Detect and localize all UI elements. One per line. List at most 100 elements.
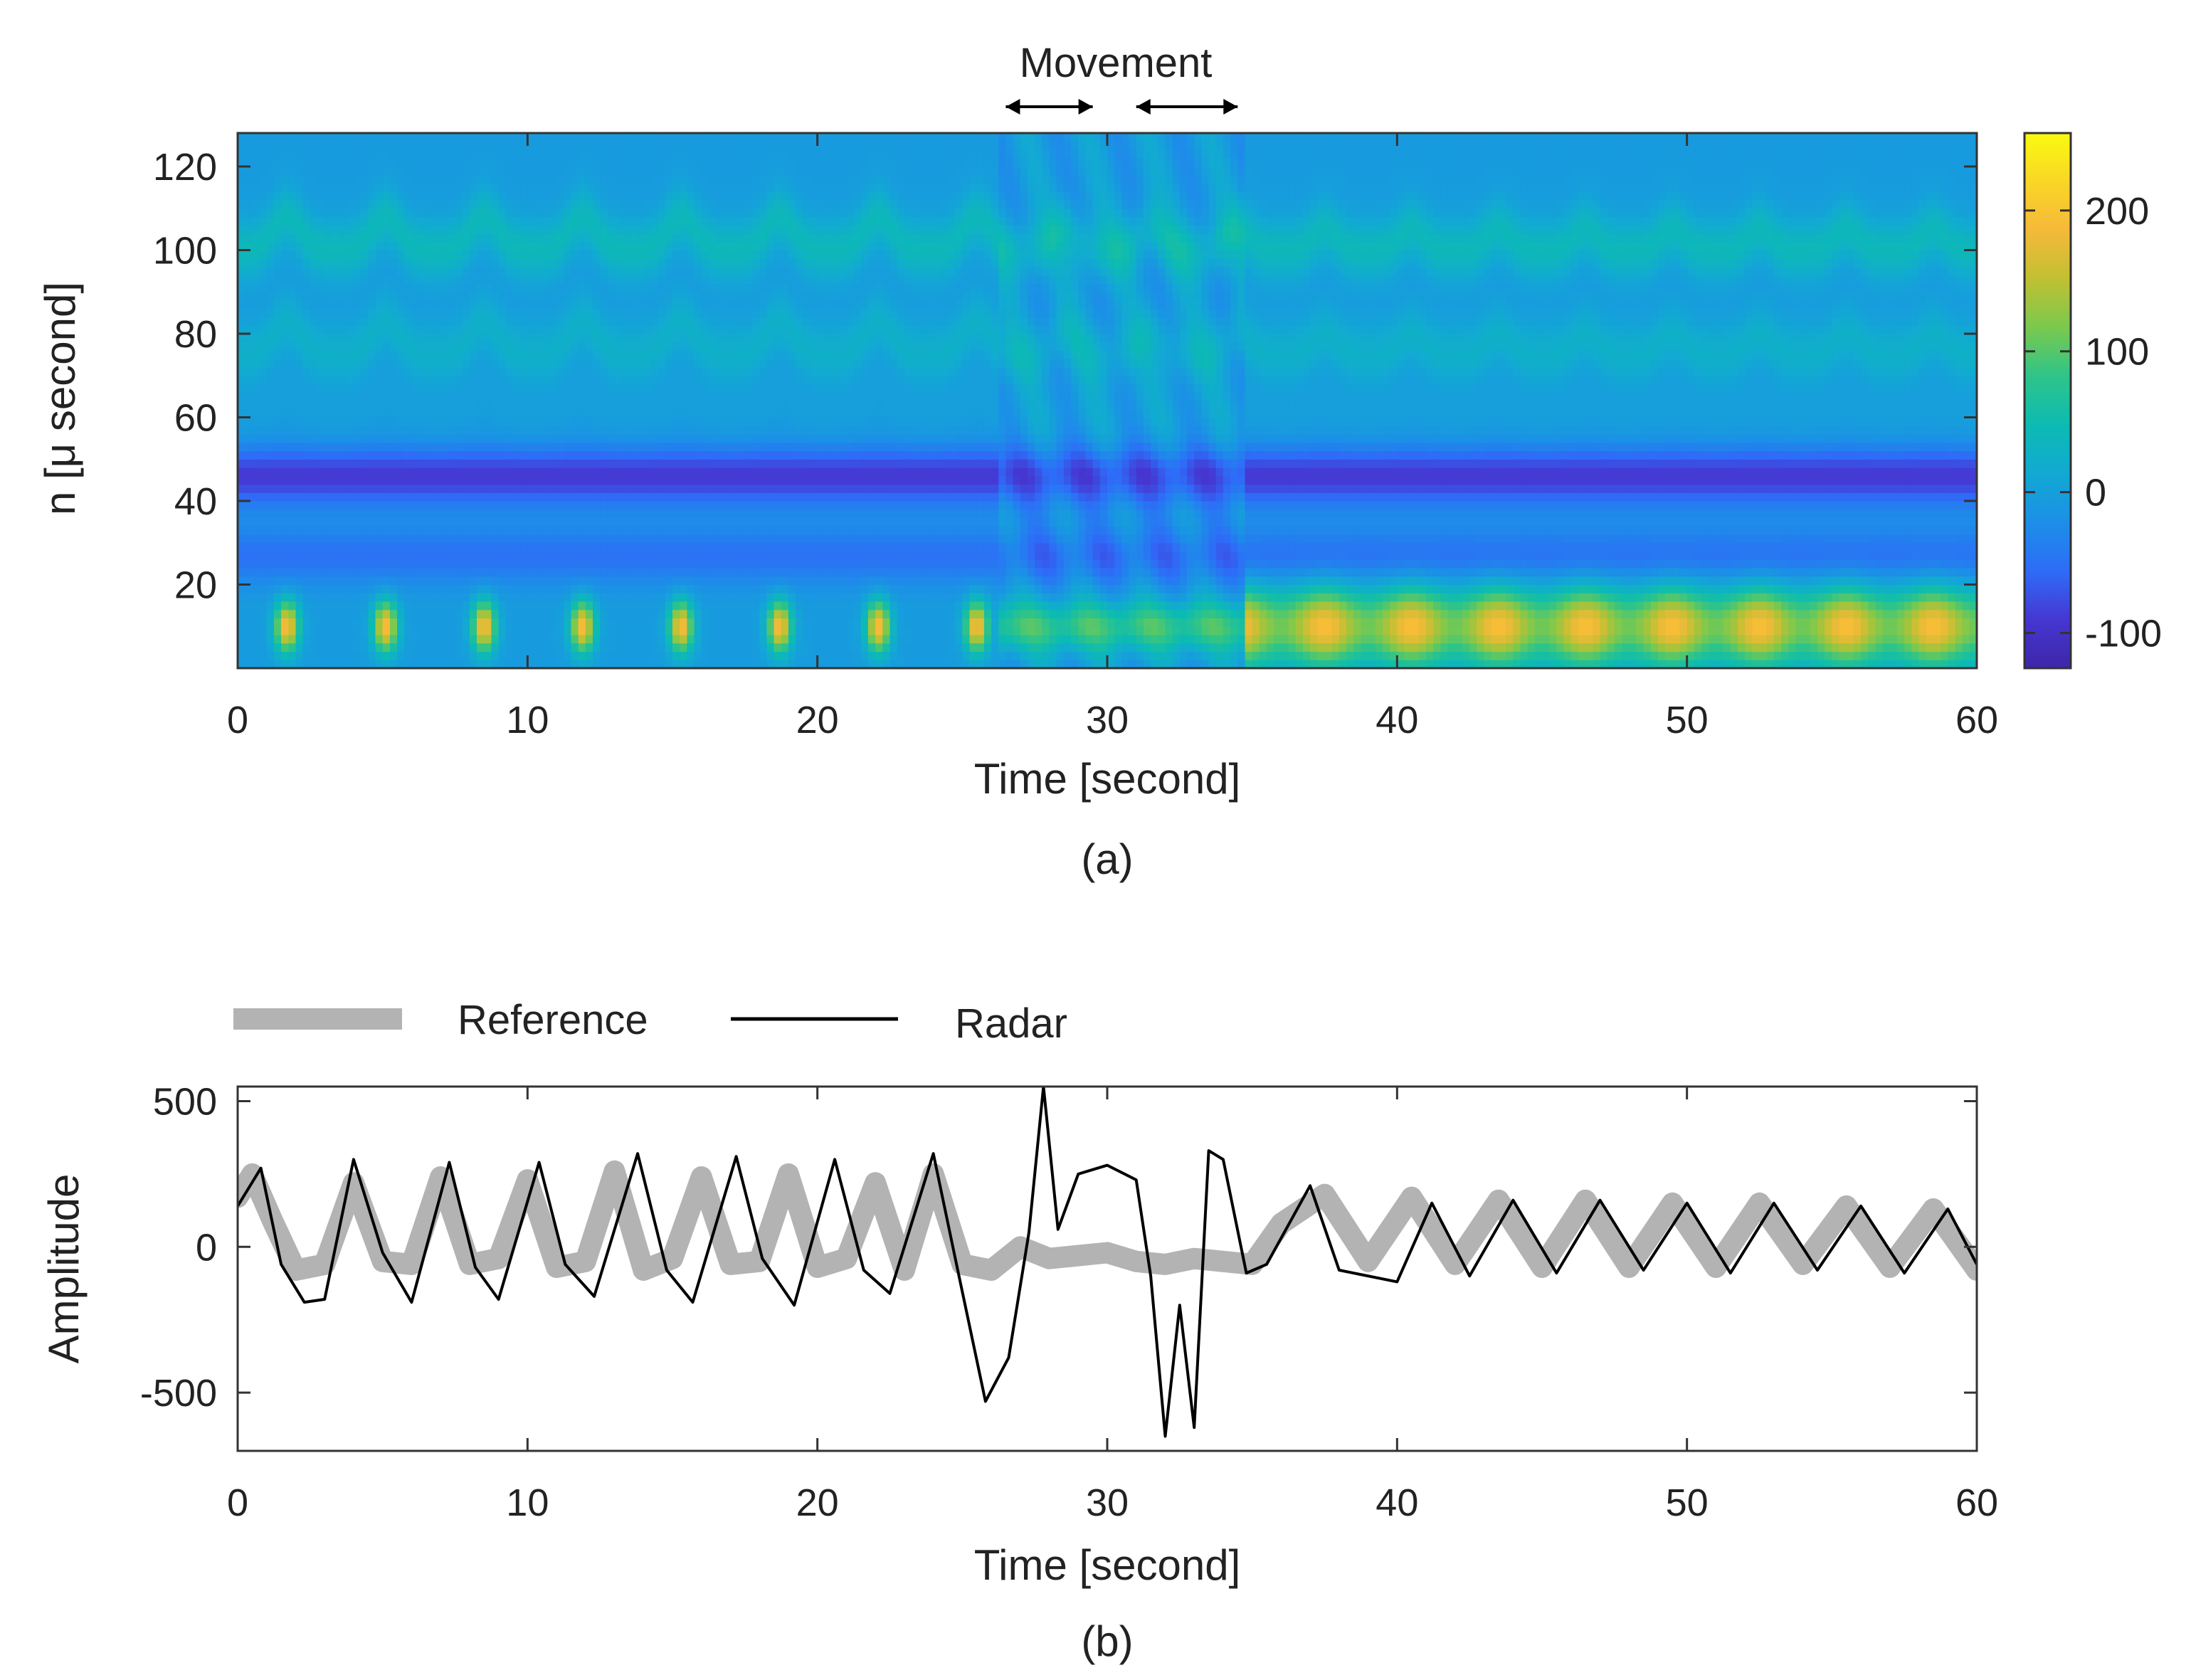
heatmap-cell: [628, 660, 637, 668]
heatmap-cell: [658, 618, 666, 627]
heatmap-cell: [310, 241, 318, 251]
heatmap-cell: [571, 167, 579, 176]
heatmap-cell: [542, 459, 550, 468]
heatmap-cell: [694, 576, 702, 586]
heatmap-cell: [505, 275, 514, 285]
heatmap-cell: [694, 459, 702, 468]
heatmap-cell: [766, 584, 775, 593]
heatmap-cell: [781, 442, 789, 452]
heatmap-cell: [636, 509, 644, 519]
heatmap-cell: [462, 626, 470, 635]
heatmap-cell: [252, 651, 260, 660]
heatmap-cell: [440, 191, 448, 201]
heatmap-cell: [375, 434, 384, 443]
heatmap-cell: [614, 651, 623, 660]
heatmap-cell: [593, 401, 601, 410]
heatmap-cell: [607, 484, 616, 493]
heatmap-cell: [491, 149, 500, 159]
heatmap-cell: [238, 208, 246, 218]
heatmap-cell: [273, 367, 282, 376]
heatmap-cell: [796, 509, 803, 519]
heatmap-cell: [643, 367, 652, 376]
heatmap-cell: [593, 551, 601, 560]
heatmap-cell: [614, 367, 623, 376]
heatmap-cell: [310, 292, 318, 301]
heatmap-cell: [730, 241, 739, 251]
heatmap-cell: [411, 542, 420, 552]
heatmap-cell: [781, 241, 789, 251]
heatmap-cell: [498, 551, 507, 560]
heatmap-cell: [397, 292, 405, 301]
heatmap-cell: [766, 467, 775, 477]
heatmap-cell: [462, 141, 470, 151]
heatmap-cell: [730, 501, 739, 510]
heatmap-cell: [723, 167, 732, 176]
heatmap-cell: [658, 283, 666, 292]
heatmap-cell: [593, 275, 601, 285]
heatmap-cell: [585, 308, 593, 318]
heatmap-cell: [556, 442, 564, 452]
heatmap-cell: [672, 258, 680, 268]
heatmap-cell: [368, 651, 376, 660]
heatmap-cell: [723, 534, 732, 544]
heatmap-cell: [593, 258, 601, 268]
heatmap-cell: [339, 651, 347, 660]
heatmap-cell: [534, 459, 543, 468]
heatmap-cell: [353, 576, 361, 586]
heatmap-cell: [433, 593, 441, 602]
heatmap-cell: [672, 601, 680, 611]
heatmap-cell: [353, 601, 361, 611]
heatmap-cell: [389, 158, 398, 167]
heatmap-cell: [498, 475, 507, 485]
heatmap-cell: [484, 342, 492, 352]
heatmap-cell: [411, 601, 420, 611]
heatmap-cell: [484, 526, 492, 535]
heatmap-cell: [723, 208, 732, 218]
heatmap-cell: [302, 475, 311, 485]
heatmap-cell: [346, 200, 354, 209]
heatmap-cell: [680, 509, 687, 519]
heatmap-cell: [339, 350, 347, 359]
heatmap-cell: [571, 593, 579, 602]
heatmap-cell: [332, 300, 340, 310]
heatmap-cell: [324, 334, 332, 343]
heatmap-cell: [766, 401, 775, 410]
heatmap-cell: [636, 359, 644, 368]
heatmap-cell: [694, 434, 702, 443]
heatmap-cell: [708, 501, 717, 510]
heatmap-cell: [774, 467, 782, 477]
heatmap-cell: [448, 275, 456, 285]
heatmap-cell: [295, 601, 304, 611]
heatmap-cell: [368, 568, 376, 577]
heatmap-cell: [788, 367, 796, 376]
heatmap-cell: [701, 216, 709, 226]
heatmap-cell: [658, 241, 666, 251]
heatmap-cell: [513, 267, 521, 276]
heatmap-cell: [534, 618, 543, 627]
heatmap-cell: [324, 250, 332, 259]
heatmap-cell: [273, 643, 282, 653]
heatmap-cell: [302, 183, 311, 192]
heatmap-cell: [774, 568, 782, 577]
heatmap-cell: [469, 601, 477, 611]
heatmap-cell: [245, 317, 253, 326]
heatmap-cell: [484, 233, 492, 243]
heatmap-cell: [361, 167, 369, 176]
heatmap-cell: [448, 576, 456, 586]
heatmap-cell: [469, 509, 477, 519]
heatmap-cell: [781, 542, 789, 552]
heatmap-cell: [658, 660, 666, 668]
heatmap-cell: [418, 501, 427, 510]
heatmap-cell: [448, 484, 456, 493]
heatmap-cell: [397, 475, 405, 485]
heatmap-cell: [317, 292, 325, 301]
heatmap-cell: [600, 501, 608, 510]
heatmap-cell: [332, 643, 340, 653]
heatmap-cell: [389, 174, 398, 184]
heatmap-cell: [397, 593, 405, 602]
heatmap-cell: [397, 643, 405, 653]
heatmap-cell: [426, 501, 434, 510]
heatmap-cell: [310, 158, 318, 167]
heatmap-cell: [411, 584, 420, 593]
heatmap-cell: [375, 158, 384, 167]
